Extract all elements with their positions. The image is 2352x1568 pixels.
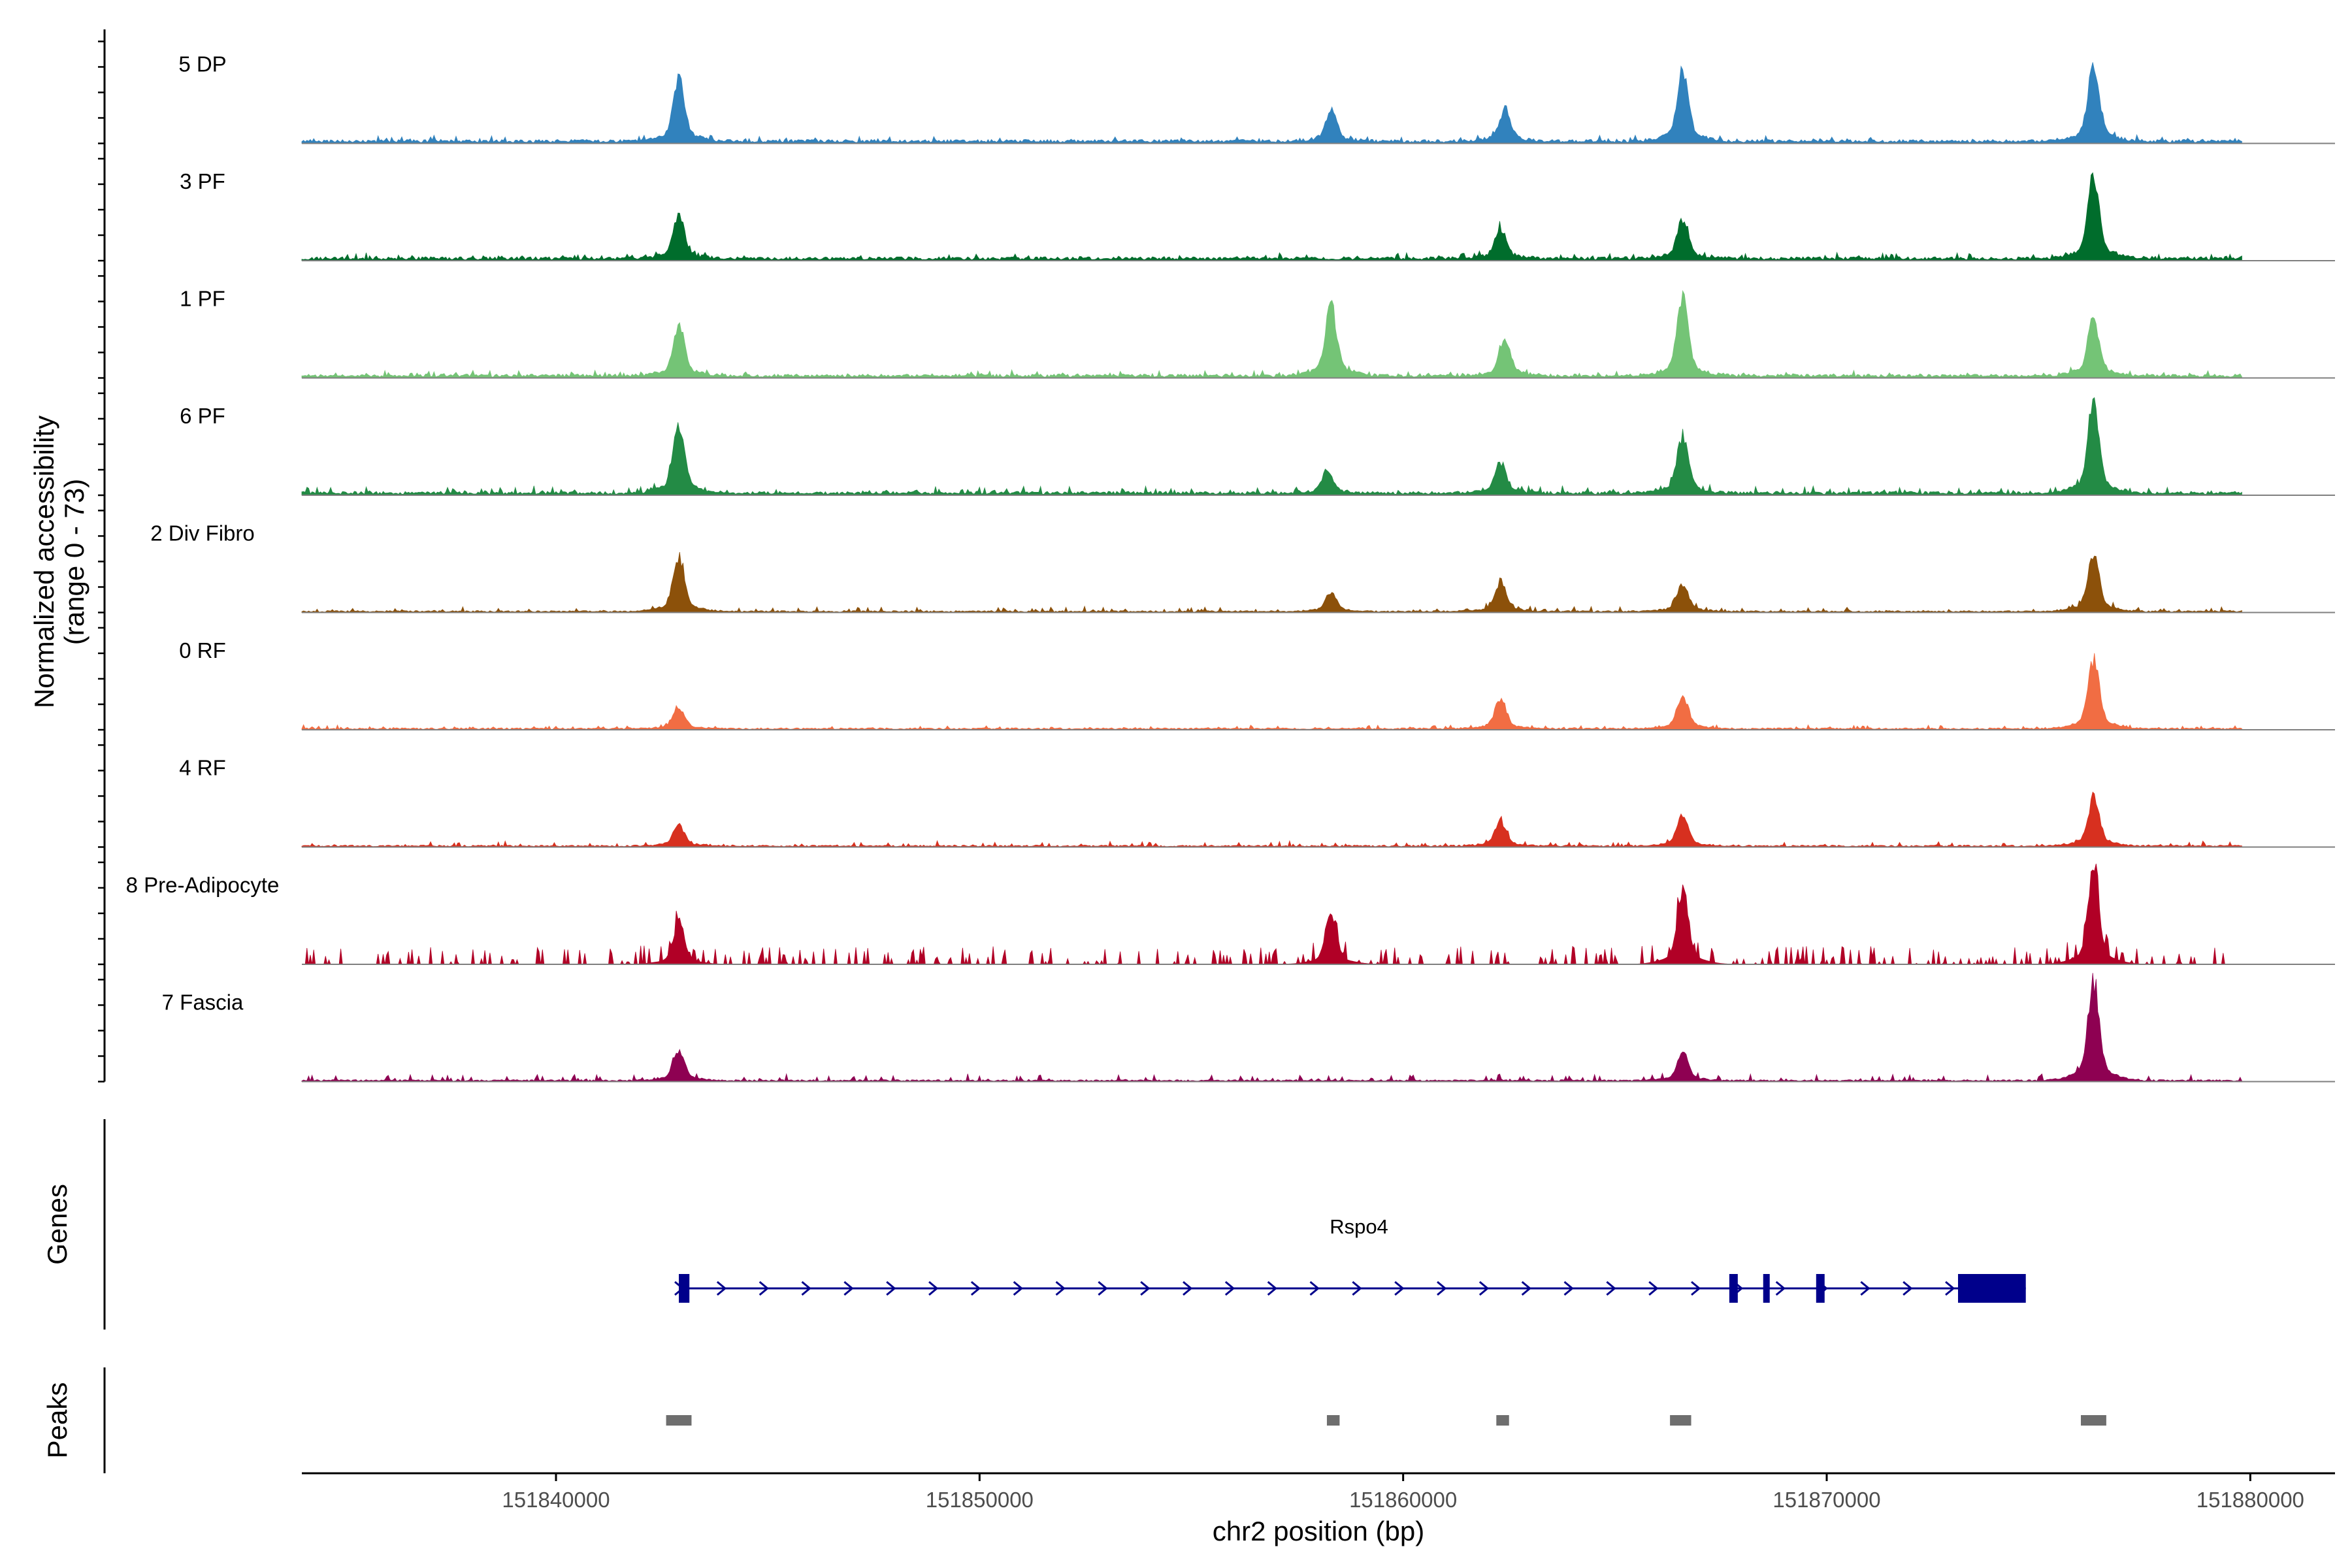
strand-arrow [1055,1281,1066,1296]
coverage-track: 7 Fascia [162,973,2335,1083]
track-label: 0 RF [179,638,226,662]
strand-arrow [759,1281,770,1296]
strand-arrow [1098,1281,1108,1296]
strand-arrow [1691,1281,1701,1296]
strand-arrow [843,1281,854,1296]
strand-arrow [1267,1281,1278,1296]
coverage-area [301,791,2242,847]
genes-panel-label: Genes [42,1184,73,1265]
peak-region [1496,1415,1509,1426]
coverage-track: 4 RF [179,756,2335,848]
track-label: 1 PF [180,287,225,311]
gene-exon [1729,1274,1738,1303]
strand-arrow [1945,1281,1955,1296]
coverage-track: 1 PF [180,287,2335,379]
peak-regions [666,1415,2106,1426]
track-label: 8 Pre-Adipocyte [126,873,280,897]
x-tick-label: 151850000 [926,1488,1034,1512]
peak-region [1326,1415,1340,1426]
coverage-track: 2 Div Fibro [150,521,2335,613]
coverage-tracks: 5 DP 3 PF 1 PF 6 PF 2 Div Fibro 0 RF 4 RF 8 Pre… [126,52,2335,1083]
coverage-area [302,864,2242,966]
strand-arrow [1521,1281,1532,1296]
gene-exon [1957,1274,2026,1303]
coverage-area [301,397,2242,496]
coverage-area [301,289,2242,378]
track-label: 3 PF [180,169,225,193]
strand-arrow [1775,1281,1786,1296]
coverage-area [301,62,2242,144]
strand-arrow [1860,1281,1870,1296]
coverage-track: 6 PF [180,397,2335,496]
coverage-area [301,552,2242,613]
strand-arrow [716,1281,727,1296]
strand-arrow [1352,1281,1362,1296]
coverage-track: 5 DP [178,52,2335,144]
x-tick-label: 151860000 [1349,1488,1457,1512]
track-label: 4 RF [179,756,226,780]
x-axis: 151840000 151850000 151860000 151870000 1518… [302,1472,2335,1546]
strand-arrow [886,1281,896,1296]
coverage-area [301,653,2242,730]
coverage-track: 3 PF [180,169,2335,261]
peak-region [666,1415,692,1426]
strand-arrow [1224,1281,1235,1296]
x-axis-title: chr2 position (bp) [1213,1516,1425,1546]
strand-arrow [1563,1281,1574,1296]
strand-arrow [1140,1281,1151,1296]
strand-arrow [1606,1281,1616,1296]
strand-arrow [928,1281,939,1296]
track-label: 5 DP [178,52,226,76]
track-label: 6 PF [180,404,225,428]
coverage-y-axis [98,29,106,1083]
strand-arrow [1478,1281,1490,1296]
peaks-panel-label: Peaks [42,1382,73,1459]
strand-arrow [1648,1281,1659,1296]
strand-arrow [1183,1281,1193,1296]
strand-arrow [1013,1281,1024,1296]
x-axis-ticks: 151840000 151850000 151860000 151870000 1518… [502,1473,2304,1512]
strand-arrow [1309,1281,1320,1296]
peaks-panel: Peaks [42,1367,2106,1473]
strand-arrow [1437,1281,1447,1296]
peak-region [2081,1415,2106,1426]
gene-model [674,1274,2026,1303]
track-label: 2 Div Fibro [150,521,255,546]
y-axis-title-line2: (range 0 - 73) [59,479,90,645]
track-label: 7 Fascia [162,990,244,1015]
coverage-area [301,172,2242,261]
x-tick-label: 151880000 [2197,1488,2304,1512]
x-tick-label: 151870000 [1772,1488,1880,1512]
coverage-track: 0 RF [179,638,2335,730]
strand-arrow [1903,1281,1913,1296]
strand-arrow [801,1281,811,1296]
strand-arrow [970,1281,981,1296]
coverage-track: 8 Pre-Adipocyte [126,864,2335,966]
peak-region [1670,1415,1691,1426]
genes-panel: Genes Rspo4 [42,1119,2026,1330]
gene-exon [1816,1274,1825,1303]
y-axis-title-line1: Normalized accessibility [29,416,59,708]
gene-exon [679,1274,690,1303]
gene-exon [1763,1274,1770,1303]
coverage-area [301,973,2242,1082]
gene-name-label: Rspo4 [1330,1215,1388,1238]
y-axis-title: Normalized accessibility (range 0 - 73) [29,416,90,708]
x-tick-label: 151840000 [502,1488,610,1512]
strand-arrow [1394,1281,1405,1296]
